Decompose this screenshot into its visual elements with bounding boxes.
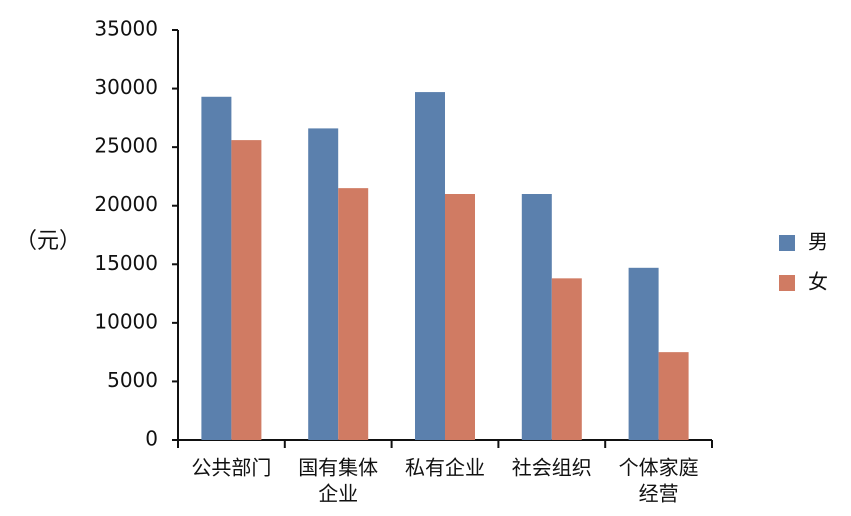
bar-male bbox=[415, 92, 445, 440]
bar-male bbox=[521, 194, 552, 440]
x-tick-label: 经营 bbox=[639, 482, 679, 506]
legend-label: 女 bbox=[808, 270, 828, 294]
y-tick-label: 5000 bbox=[107, 368, 158, 392]
bar-female bbox=[551, 278, 582, 440]
bar-female bbox=[658, 352, 689, 440]
legend-swatch bbox=[779, 275, 795, 291]
y-tick-label: 30000 bbox=[94, 75, 158, 99]
bar-female bbox=[445, 194, 475, 440]
y-tick-label: 15000 bbox=[94, 251, 158, 275]
y-tick-label: 35000 bbox=[94, 17, 158, 41]
bar-male bbox=[628, 267, 659, 440]
x-tick-label: 公共部门 bbox=[191, 456, 271, 480]
y-tick-label: 25000 bbox=[94, 134, 158, 158]
axes: 0 5000 10000 15000 20000 25000 30000 35000 bbox=[94, 17, 713, 451]
legend-swatch bbox=[779, 235, 795, 251]
legend-label: 男 bbox=[808, 230, 828, 254]
x-tick-label: 私有企业 bbox=[405, 456, 485, 480]
y-tick-label: 10000 bbox=[94, 309, 158, 333]
y-tick-label: 0 bbox=[145, 427, 158, 451]
bars bbox=[201, 92, 689, 441]
y-tick-label: 20000 bbox=[94, 192, 158, 216]
x-tick-label: 国有集体 bbox=[298, 456, 378, 480]
bar-male bbox=[201, 96, 232, 441]
bar-female bbox=[231, 140, 262, 440]
bar-male bbox=[308, 128, 339, 440]
x-tick-label: 社会组织 bbox=[512, 456, 592, 480]
x-tick-label: 企业 bbox=[318, 482, 358, 506]
legend: 男女 bbox=[779, 230, 828, 294]
bar-female bbox=[338, 188, 369, 440]
x-tick-label: 个体家庭 bbox=[619, 456, 699, 480]
y-axis-label: （元） bbox=[15, 229, 81, 254]
